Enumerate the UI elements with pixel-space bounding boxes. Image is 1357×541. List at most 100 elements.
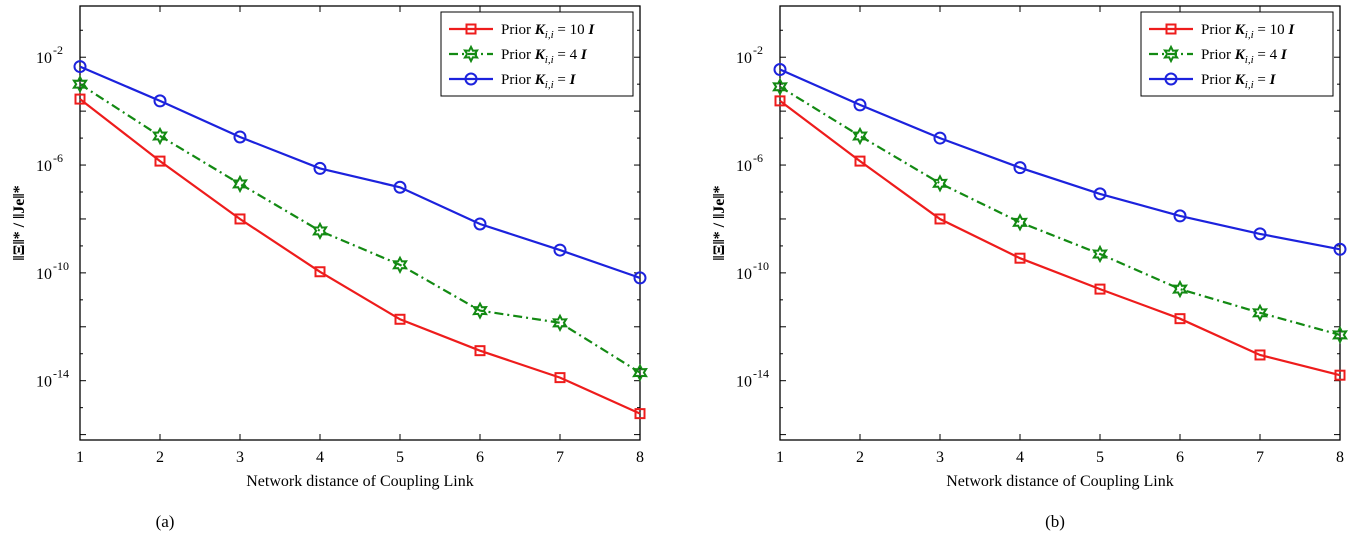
y-tick-base: 10	[36, 158, 52, 175]
series-line	[79, 83, 641, 374]
y-tick-base: 10	[36, 266, 52, 283]
data-point	[1013, 161, 1027, 175]
legend-label: Prior Ki,i = I	[1201, 72, 1277, 91]
data-point	[1094, 283, 1106, 295]
panel-label-b: (b)	[1045, 512, 1065, 531]
data-point	[1253, 227, 1267, 241]
data-point	[552, 313, 568, 332]
series-line	[79, 65, 641, 279]
y-tick-label: 10 -6	[736, 151, 763, 175]
y-tick-base: 10	[736, 374, 752, 391]
legend-entry-red: Prior Ki,i = 10 I	[449, 22, 595, 41]
data-point	[314, 266, 326, 278]
x-tick-label: 7	[556, 449, 564, 466]
legend-marker	[464, 72, 478, 86]
y-tick-exponent: -14	[53, 367, 69, 381]
x-tick-label: 8	[1336, 449, 1344, 466]
data-point	[74, 93, 86, 105]
data-point	[1254, 349, 1266, 361]
data-point	[553, 243, 567, 257]
y-tick-exponent: -10	[53, 259, 69, 273]
x-tick-label: 8	[636, 449, 644, 466]
legend-marker	[1165, 23, 1177, 35]
series-line	[779, 68, 1341, 251]
legend-label: Prior Ki,i = 10 I	[1201, 22, 1295, 41]
y-tick-label: 10 -10	[736, 259, 769, 283]
legend-marker	[465, 23, 477, 35]
data-point	[934, 213, 946, 225]
data-point	[473, 217, 487, 231]
data-point	[472, 301, 488, 320]
legend-marker	[463, 44, 479, 64]
data-point	[154, 155, 166, 167]
plot-frame	[79, 5, 641, 441]
data-point	[153, 94, 167, 108]
data-point	[394, 313, 406, 325]
data-point	[634, 408, 646, 420]
data-point	[71, 75, 89, 94]
data-point	[392, 255, 408, 274]
x-tick-label: 6	[1176, 449, 1184, 466]
x-tick-label: 6	[476, 449, 484, 466]
x-tick-label: 3	[936, 449, 944, 466]
x-axis-label: Network distance of Coupling Link	[946, 473, 1174, 490]
data-point	[1093, 187, 1107, 201]
data-point	[474, 345, 486, 357]
series-red	[74, 93, 646, 420]
legend-marker	[1162, 44, 1180, 64]
legend-entry-blue: Prior Ki,i = I	[1149, 72, 1277, 91]
data-point	[1333, 242, 1347, 256]
series-blue	[773, 63, 1347, 256]
series-line	[779, 85, 1341, 336]
x-tick-label: 1	[776, 449, 784, 466]
legend-entry-blue: Prior Ki,i = I	[449, 72, 577, 91]
x-axis-label: Network distance of Coupling Link	[246, 473, 474, 490]
y-tick-label: 10 -2	[36, 43, 63, 67]
data-point	[1171, 279, 1189, 299]
data-point	[151, 126, 169, 146]
data-point	[1251, 303, 1269, 322]
legend-entry-green: Prior Ki,i = 4 I	[449, 44, 588, 66]
data-point	[231, 174, 249, 194]
data-point	[853, 98, 867, 112]
data-point	[772, 77, 788, 96]
data-point	[312, 221, 328, 241]
data-point	[932, 174, 948, 193]
x-tick-label: 2	[856, 449, 864, 466]
data-point	[73, 60, 87, 74]
data-point	[1014, 252, 1026, 264]
data-point	[234, 213, 246, 225]
data-point	[1012, 213, 1028, 232]
data-point	[1174, 313, 1186, 325]
x-tick-label: 5	[396, 449, 404, 466]
y-tick-label: 10 -2	[736, 43, 763, 67]
y-tick-label: 10 -14	[736, 367, 769, 391]
panel-label-a: (a)	[155, 512, 175, 531]
data-point	[933, 131, 947, 145]
series-line	[79, 98, 641, 415]
x-tick-label: 4	[1016, 449, 1024, 466]
data-point	[1334, 369, 1346, 381]
y-tick-base: 10	[736, 158, 752, 175]
series-blue	[73, 60, 647, 285]
y-axis-label: ‖Ξ‖* / ‖Je‖*	[11, 185, 28, 260]
data-point	[1331, 325, 1349, 345]
y-tick-exponent: -2	[53, 43, 63, 57]
data-point	[1173, 209, 1187, 223]
data-point	[1091, 244, 1109, 264]
x-tick-label: 1	[76, 449, 84, 466]
series-green	[71, 75, 648, 382]
legend: Prior Ki,i = 10 I Prior Ki,i = 4 I Prior K…	[1140, 11, 1334, 97]
x-tick-label: 4	[316, 449, 324, 466]
legend-label: Prior Ki,i = 4 I	[1201, 47, 1288, 66]
y-tick-exponent: -6	[53, 151, 63, 165]
y-tick-label: 10 -6	[36, 151, 63, 175]
x-tick-label: 7	[1256, 449, 1264, 466]
y-tick-exponent: -6	[753, 151, 763, 165]
y-tick-exponent: -14	[753, 367, 769, 381]
legend-marker	[1164, 72, 1178, 86]
legend: Prior Ki,i = 10 I Prior Ki,i = 4 I Prior K…	[440, 11, 634, 97]
data-point	[773, 63, 787, 77]
